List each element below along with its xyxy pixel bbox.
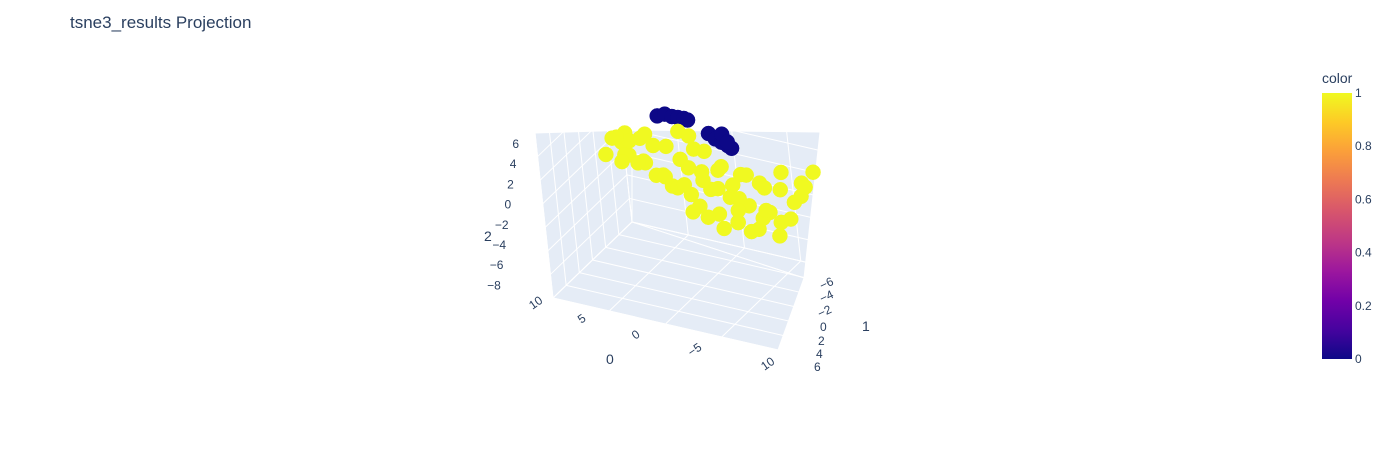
y-tick-label: 6: [814, 360, 821, 374]
grid-line: [605, 246, 831, 300]
scatter-point: [598, 146, 614, 163]
scatter-point: [630, 155, 646, 171]
scatter-point: [685, 204, 701, 220]
scatter-point: [738, 167, 754, 183]
scatter-point: [680, 160, 697, 176]
y-axis-title: 1: [862, 318, 870, 334]
z-tick-label: −8: [487, 278, 501, 292]
scatter-point: [772, 228, 788, 244]
z-tick-label: −4: [492, 238, 506, 252]
scatter-point: [724, 177, 741, 193]
grid-line: [574, 94, 593, 261]
y-tick-label: −4: [817, 287, 836, 306]
grid-line: [547, 120, 567, 286]
z-tick-label: −2: [495, 218, 509, 232]
x-tick-label: 0: [629, 327, 643, 342]
scatter-point: [680, 128, 697, 144]
scatter-point: [730, 202, 747, 219]
colorbar-ticks: 1 0.8 0.6 0.4 0.2 0: [1355, 86, 1372, 366]
scatter-points: [598, 106, 821, 244]
x-tick-label: 5: [575, 311, 589, 326]
grid-line: [782, 95, 802, 262]
grid-line: [587, 82, 607, 248]
scatter-point: [756, 180, 773, 196]
colorbar-tick-label: 1: [1355, 86, 1362, 100]
grid-line: [592, 259, 818, 313]
colorbar: [1322, 93, 1352, 359]
z-axis-title: 2: [484, 228, 492, 244]
z-tick-label: −6: [490, 258, 504, 272]
scatter-point: [719, 134, 736, 150]
y-tick-label: 2: [818, 334, 825, 348]
scatter-point: [773, 164, 789, 181]
x-tick-label: −5: [685, 340, 705, 360]
scatter-point: [676, 177, 693, 193]
colorbar-tick-label: 0.2: [1355, 299, 1372, 313]
y-tick-label: 4: [816, 347, 823, 361]
scatter-point: [608, 129, 625, 145]
z-tick-label: 4: [510, 157, 517, 171]
scatter-point: [695, 172, 711, 189]
grid-line: [838, 108, 858, 275]
grid-line: [552, 297, 779, 351]
scatter-point: [614, 153, 630, 170]
scatter-point: [679, 112, 696, 128]
y-tick-label: −6: [817, 274, 836, 293]
scatter-point: [657, 168, 673, 185]
x-tick-label: 10: [758, 354, 777, 373]
scatter-point: [786, 194, 803, 211]
colorbar-title: color: [1322, 70, 1353, 86]
grid-line: [618, 234, 844, 288]
scatter-point: [700, 209, 717, 226]
scatter-point: [797, 179, 813, 195]
z-tick-label: 0: [505, 198, 512, 212]
colorbar-tick-label: 0.4: [1355, 246, 1372, 260]
scatter-point: [658, 138, 674, 155]
x-tick-label: 10: [526, 293, 545, 312]
x-axis-title: 0: [606, 351, 614, 367]
scatter-point: [743, 223, 760, 240]
grid-line: [560, 107, 580, 273]
scatter-point: [636, 126, 653, 142]
grid-line: [631, 221, 858, 275]
scatter-point: [710, 162, 726, 178]
scatter-point: [772, 181, 789, 198]
grid-line: [566, 284, 792, 338]
scatter-point: [696, 143, 712, 160]
colorbar-tick-label: 0.8: [1355, 139, 1372, 153]
scatter-point: [710, 180, 726, 197]
z-tick-label: 2: [507, 177, 514, 191]
grid-line: [534, 132, 554, 299]
y-tick-label: −2: [815, 302, 834, 321]
chart-title: tsne3_results Projection: [70, 13, 252, 32]
colorbar-tick-label: 0: [1355, 352, 1362, 366]
y-tick-label: 0: [820, 320, 827, 334]
z-tick-label: 6: [512, 137, 519, 151]
scatter-point: [805, 164, 821, 180]
grid-line: [579, 272, 805, 326]
colorbar-tick-label: 0.6: [1355, 192, 1372, 206]
scatter-point: [716, 220, 732, 237]
scatter-point: [773, 214, 789, 231]
scatter-point: [758, 202, 774, 219]
